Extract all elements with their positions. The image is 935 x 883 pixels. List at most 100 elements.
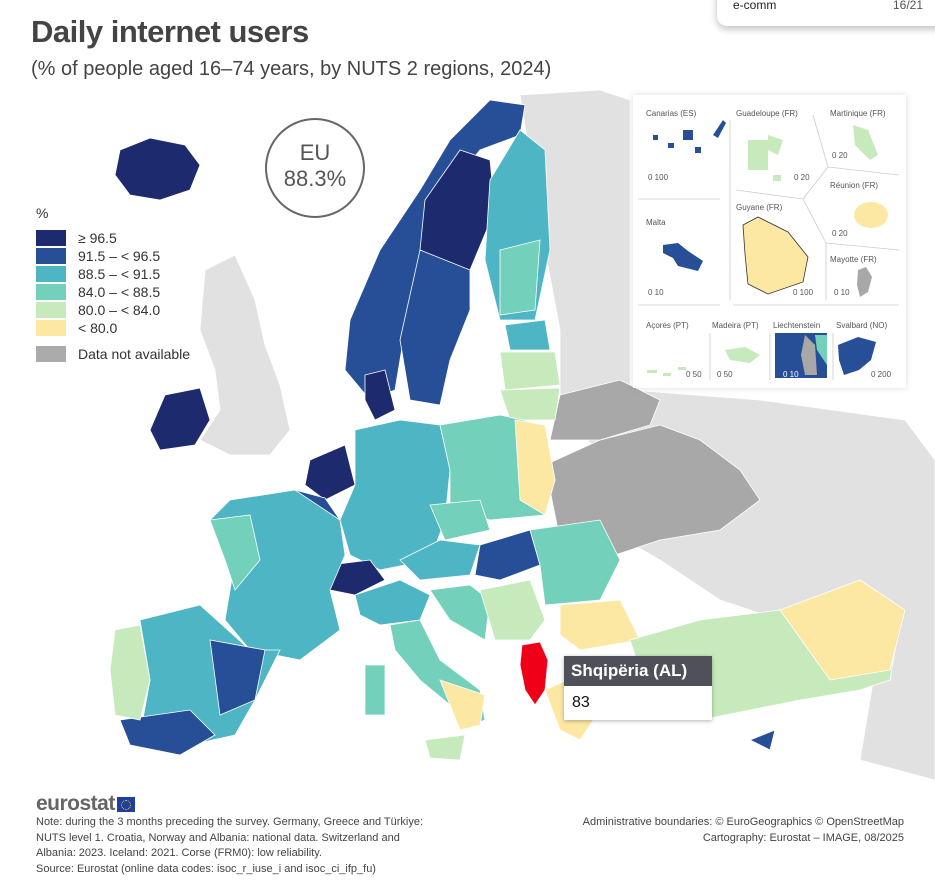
indicator-page: 16/21	[892, 0, 923, 12]
region-latvia	[499, 351, 561, 391]
region-finland-south	[499, 239, 541, 316]
inset-malta-shape	[663, 243, 703, 271]
inset-scale-svalbard: 0 200	[871, 370, 892, 379]
legend-label: 80.0 – < 84.0	[78, 302, 161, 318]
inset-scale-acores: 0 50	[686, 370, 702, 379]
eu-average-badge: EU 88.3%	[265, 118, 365, 218]
inset-maps: Canarias (ES) 0 100 Guadeloupe (FR) 0 20…	[633, 95, 906, 388]
indicator-card[interactable]: e-comm 16/21	[717, 0, 935, 26]
region-hungary	[474, 529, 541, 581]
legend-item: 84.0 – < 88.5	[36, 283, 190, 301]
legend-swatch	[36, 230, 66, 246]
inset-scale-martinique: 0 20	[832, 151, 848, 160]
inset-label-martinique: Martinique (FR)	[830, 109, 886, 118]
inset-label-madeira: Madeira (PT)	[712, 321, 759, 330]
legend-label: 88.5 – < 91.5	[78, 266, 161, 282]
map-subtitle: (% of people aged 16–74 years, by NUTS 2…	[31, 58, 552, 80]
legend-item: 88.5 – < 91.5	[36, 265, 190, 283]
inset-scale-reunion: 0 20	[832, 229, 848, 238]
region-spain-south	[119, 709, 216, 756]
credit-line: Administrative boundaries: © EuroGeograp…	[582, 816, 904, 828]
legend-swatch	[36, 248, 66, 264]
region-spain	[139, 604, 281, 746]
legend-item: ≥ 96.5	[36, 229, 190, 247]
region-slovenia-croatia	[429, 584, 491, 641]
inset-svalbard-shape	[838, 337, 876, 375]
credits: Administrative boundaries: © EuroGeograp…	[583, 815, 904, 846]
inset-reunion-shape	[854, 202, 888, 228]
region-spain-east	[209, 639, 266, 716]
inset-label-svalbard: Svalbard (NO)	[836, 321, 888, 330]
tooltip-value: 83	[564, 686, 712, 720]
region-sardinia	[364, 664, 386, 716]
region-portugal	[109, 624, 151, 721]
eu-flag-icon	[116, 796, 135, 812]
credit-line: Cartography: Eurostat – IMAGE, 08/2025	[702, 831, 904, 844]
inset-label-malta: Malta	[646, 218, 666, 227]
choropleth-map[interactable]	[0, 80, 935, 780]
inset-label-guadeloupe: Guadeloupe (FR)	[736, 109, 798, 118]
eu-label: EU	[299, 140, 331, 165]
legend-label: 91.5 – < 96.5	[78, 248, 161, 264]
inset-label-canarias: Canarias (ES)	[646, 109, 697, 118]
inset-scale-liechtenstein: 0 10	[783, 370, 799, 379]
region-tooltip: Shqipëria (AL) 83	[564, 656, 712, 720]
region-italy-south	[439, 679, 486, 731]
inset-label-acores: Açores (PT)	[646, 321, 689, 330]
source-line: Source: Eurostat (online data codes: iso…	[36, 862, 376, 875]
legend-swatch	[36, 346, 66, 362]
region-ireland	[149, 387, 211, 451]
region-lithuania	[499, 387, 561, 421]
region-bulgaria	[559, 599, 641, 651]
inset-label-liechtenstein: Liechtenstein	[773, 321, 821, 330]
inset-guadeloupe-shape	[748, 135, 783, 181]
region-denmark	[364, 369, 396, 421]
legend-item: 80.0 – < 84.0	[36, 301, 190, 319]
inset-borders	[638, 114, 900, 380]
region-sweden-north	[419, 149, 496, 271]
legend: % ≥ 96.5 91.5 – < 96.5 88.5 – < 91.5 84.0 –…	[36, 205, 190, 363]
legend-swatch	[36, 284, 66, 300]
legend-swatch	[36, 302, 66, 318]
region-albania[interactable]	[519, 641, 549, 706]
legend-label: ≥ 96.5	[78, 230, 117, 246]
legend-swatch	[36, 320, 66, 336]
legend-label: 84.0 – < 88.5	[78, 284, 161, 300]
inset-scale-guyane: 0 100	[793, 288, 814, 297]
region-sweden-south	[399, 249, 471, 406]
legend-label: < 80.0	[78, 320, 118, 336]
legend-not-available: Data not available	[36, 345, 190, 363]
region-sicily	[424, 734, 466, 761]
legend-item: < 80.0	[36, 319, 190, 337]
inset-guyane-shape	[742, 216, 809, 295]
note-line: NUTS level 1. Croatia, Norway and Albani…	[36, 831, 400, 844]
inset-scale-guadeloupe: 0 20	[794, 173, 810, 182]
region-cyprus	[749, 729, 776, 751]
tooltip-region-name: Shqipëria (AL)	[564, 656, 712, 686]
inset-martinique-shape	[853, 125, 878, 160]
inset-label-reunion: Réunion (FR)	[830, 181, 879, 190]
legend-item: 91.5 – < 96.5	[36, 247, 190, 265]
inset-madeira-shape	[725, 347, 760, 363]
inset-canarias-shape	[653, 120, 726, 153]
region-belarus	[549, 379, 661, 441]
map-title: Daily internet users	[31, 14, 309, 49]
region-turkey-east	[779, 579, 906, 681]
legend-swatch	[36, 266, 66, 282]
inset-scale-canarias: 0 100	[648, 173, 669, 182]
legend-unit: %	[36, 205, 49, 221]
inset-label-mayotte: Mayotte (FR)	[830, 255, 877, 264]
footnote: Note: during the 3 months preceding the …	[36, 815, 456, 877]
region-iceland	[114, 137, 201, 201]
legend-label: Data not available	[78, 346, 191, 362]
eurostat-logo[interactable]: eurostat	[36, 792, 135, 816]
inset-scale-mayotte: 0 10	[834, 288, 850, 297]
region-estonia	[504, 319, 551, 351]
eu-value: 88.3%	[283, 166, 347, 191]
inset-label-guyane: Guyane (FR)	[736, 203, 783, 212]
inset-scale-malta: 0 10	[648, 288, 664, 297]
region-czechia	[429, 499, 491, 541]
indicator-label: e-comm	[733, 0, 777, 12]
region-serbia-bosnia	[479, 579, 546, 641]
region-romania	[529, 519, 621, 606]
